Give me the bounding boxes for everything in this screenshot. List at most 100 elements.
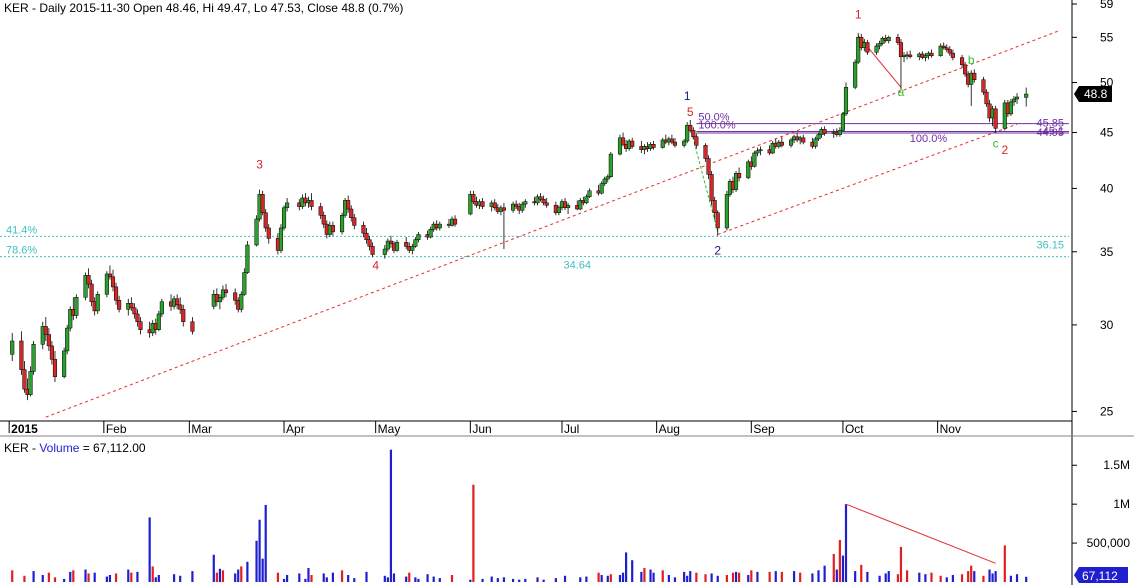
volume-bar (960, 574, 964, 582)
candle-body (321, 215, 326, 225)
candle-body (129, 303, 134, 309)
candle-body (428, 229, 433, 238)
volume-bar (511, 578, 515, 582)
candle (388, 235, 393, 248)
candlestick-series (10, 33, 1029, 401)
volume-bar (991, 573, 994, 582)
candle-body (468, 194, 473, 215)
candle-body (929, 52, 934, 57)
candle (31, 340, 36, 375)
volume-bar (967, 571, 970, 582)
x-tick-label: Apr (286, 422, 305, 436)
candle-body (685, 124, 690, 142)
volume-bar (905, 570, 909, 582)
candle (217, 294, 222, 310)
volume-bar (747, 574, 750, 582)
candle-body (117, 300, 122, 310)
candle-body (52, 359, 58, 377)
volume-bar (490, 576, 493, 582)
volume-bar (860, 564, 863, 582)
candle (801, 134, 806, 145)
candle (52, 350, 58, 382)
candle (190, 317, 195, 335)
volume-bar (1003, 545, 1006, 582)
candle-body (813, 138, 818, 147)
volume-header-value: = 67,112.00 (79, 441, 145, 455)
candle-body (46, 334, 51, 347)
volume-bar (835, 569, 838, 582)
candle (688, 120, 693, 133)
candle (86, 268, 91, 289)
candle-body (480, 201, 485, 207)
candle-body (352, 217, 357, 226)
candle-body (309, 200, 314, 207)
volume-bar (554, 578, 557, 582)
candle-body (758, 149, 763, 152)
candle-body (752, 152, 757, 167)
candle (19, 331, 24, 375)
candle (321, 211, 326, 228)
candle (511, 201, 516, 213)
candle-body (107, 273, 112, 278)
candle-body (349, 208, 354, 219)
candle-body (404, 242, 409, 247)
candle-body (672, 141, 678, 146)
candle-body (453, 218, 458, 225)
candle-body (523, 201, 528, 205)
candle-body (660, 139, 665, 148)
volume-bar (597, 572, 600, 582)
candle-body (544, 202, 549, 206)
candle (260, 190, 265, 216)
candle (737, 167, 742, 182)
candle (114, 282, 119, 305)
candle (223, 284, 229, 298)
volume-bar (261, 558, 264, 582)
price-panel-header: KER - Daily 2015-11-30 Open 48.46, Hi 49… (4, 1, 403, 15)
volume-bar (157, 574, 160, 582)
candle-body (220, 289, 226, 298)
volume-bar (136, 571, 139, 582)
candle-body (346, 200, 351, 210)
volume-bar (237, 569, 240, 582)
candle-body (278, 227, 284, 251)
candle (416, 231, 421, 243)
candle-body (31, 344, 36, 372)
price-panel[interactable]: 41.4% 36.15 78.6% 34.64 50.0% 45.85 100.0% 45.1… (0, 8, 1069, 418)
price-y-tick-label: 35 (1100, 245, 1114, 259)
candle-body (733, 172, 739, 190)
volume-bar (347, 574, 350, 582)
volume-bar (768, 571, 771, 582)
candle-body (941, 45, 946, 49)
candle (382, 245, 387, 259)
candle-body (556, 207, 561, 213)
candle-body (541, 198, 546, 204)
volume-y-axis: 500,000 1M 1.5M (1072, 458, 1130, 550)
candle (620, 132, 626, 147)
volume-bar (417, 578, 420, 582)
volume-bar (130, 572, 133, 582)
candle (941, 42, 946, 50)
candle-body (886, 37, 891, 42)
candle-body (138, 321, 143, 330)
candle (672, 137, 678, 148)
candle-body (715, 212, 720, 229)
volume-bar (392, 573, 396, 582)
candle-body (1014, 96, 1020, 100)
candle (908, 50, 913, 59)
candle (587, 188, 592, 198)
candle (703, 143, 708, 162)
volume-panel[interactable] (11, 449, 1028, 582)
candle (263, 209, 268, 232)
volume-bar (386, 577, 389, 582)
volume-bar (304, 578, 307, 582)
volume-bar (878, 575, 881, 582)
candle (394, 239, 400, 252)
candle (514, 200, 519, 210)
volume-bar (469, 579, 472, 582)
candle (923, 53, 928, 62)
candle (370, 242, 375, 258)
candle (254, 215, 259, 247)
volume-bar (325, 577, 328, 582)
level-label-center: 100.0% (910, 133, 948, 145)
